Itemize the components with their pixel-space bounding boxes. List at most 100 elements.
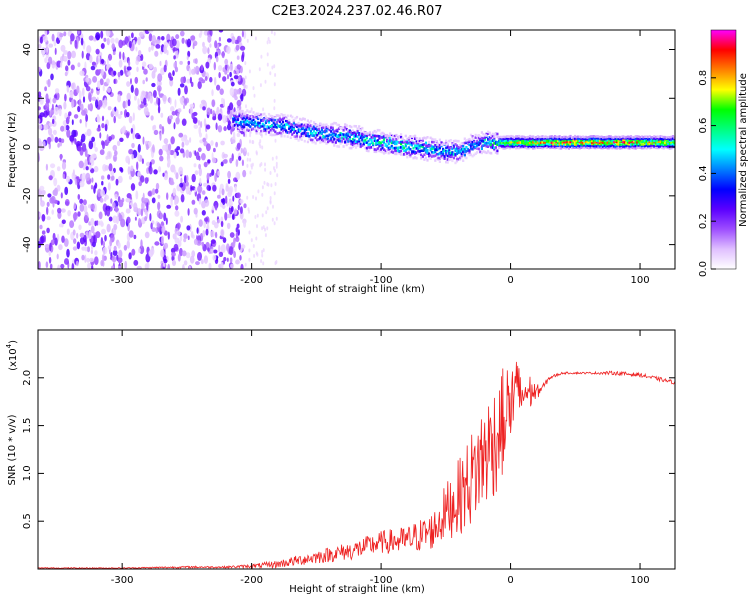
ridge-cell: [431, 140, 434, 144]
noise-speckle: [87, 262, 91, 269]
noise-speckle: [236, 223, 240, 229]
ridge-cell: [563, 146, 566, 149]
ridge-cell: [368, 138, 372, 141]
ridge-cell: [505, 146, 508, 149]
ridge-cell: [533, 146, 536, 150]
noise-speckle: [236, 132, 241, 138]
noise-speckle: [254, 36, 257, 41]
ridge-cell: [597, 139, 600, 143]
ridge-cell: [431, 145, 434, 148]
ridge-cell: [331, 135, 334, 139]
noise-speckle: [232, 239, 236, 248]
ridge-cell: [513, 143, 516, 146]
ridge-cell: [392, 146, 395, 150]
noise-speckle: [157, 73, 163, 82]
ridge-cell: [368, 146, 372, 149]
ridge-cell: [595, 136, 598, 140]
noise-speckle: [99, 78, 104, 86]
ridge-cell: [580, 142, 583, 146]
noise-speckle: [38, 140, 43, 148]
noise-speckle: [236, 88, 242, 95]
ridge-cell: [393, 134, 396, 138]
ridge-cell: [254, 113, 257, 117]
ridge-cell: [468, 149, 471, 152]
ridge-cell: [536, 137, 539, 141]
ridge-cell: [418, 139, 421, 143]
ridge-cell: [233, 123, 236, 127]
ridge-cell: [637, 137, 640, 140]
ridge-cell: [647, 144, 650, 148]
noise-speckle: [219, 88, 224, 95]
ridge-cell: [247, 110, 250, 114]
ridge-cell: [353, 144, 356, 148]
noise-speckle: [219, 187, 221, 196]
noise-speckle: [102, 246, 108, 255]
noise-speckle: [241, 159, 244, 167]
ridge-cell: [339, 126, 342, 130]
ridge-cell: [423, 143, 426, 146]
ridge-cell: [578, 135, 581, 139]
spectrogram-x-tick-label: -200: [240, 275, 263, 286]
ridge-cell: [504, 137, 507, 140]
ridge-cell: [404, 149, 407, 152]
ridge-cell: [671, 135, 675, 138]
noise-speckle: [111, 43, 116, 50]
noise-speckle: [117, 114, 122, 119]
noise-speckle: [136, 66, 139, 73]
ridge-cell: [569, 137, 572, 141]
ridge-cell: [598, 146, 602, 149]
noise-speckle: [104, 123, 108, 132]
ridge-cell: [556, 139, 560, 143]
noise-speckle: [57, 207, 62, 214]
noise-speckle: [39, 212, 42, 218]
ridge-cell: [569, 142, 572, 146]
ridge-cell: [361, 126, 364, 130]
ridge-cell: [452, 146, 455, 149]
ridge-cell: [651, 141, 654, 144]
ridge-cell: [608, 146, 611, 150]
ridge-cell: [614, 146, 617, 150]
noise-speckle: [145, 161, 151, 167]
spectrogram-x-tick-label: -100: [370, 275, 393, 286]
snr-x-tick-label: -200: [240, 575, 263, 586]
ridge-cell: [614, 137, 617, 140]
ridge-cell: [581, 135, 584, 139]
noise-speckle: [180, 194, 185, 203]
ridge-cell: [271, 115, 274, 118]
ridge-cell: [524, 139, 527, 142]
ridge-cell: [476, 144, 479, 147]
noise-speckle: [131, 142, 135, 149]
ridge-cell: [532, 141, 535, 144]
noise-speckle: [244, 147, 247, 152]
ridge-cell: [595, 139, 598, 143]
noise-speckle: [215, 55, 219, 63]
ridge-cell: [364, 132, 367, 135]
ridge-cell: [583, 135, 586, 139]
noise-speckle: [77, 105, 81, 113]
ridge-cell: [373, 129, 376, 133]
ridge-cell: [483, 143, 487, 147]
noise-speckle: [233, 75, 239, 80]
ridge-cell: [246, 128, 249, 132]
ridge-cell: [308, 127, 311, 130]
noise-speckle: [266, 226, 269, 231]
ridge-cell: [612, 137, 616, 141]
ridge-cell: [277, 119, 280, 122]
ridge-cell: [322, 123, 325, 127]
ridge-cell: [578, 137, 581, 140]
ridge-cell: [378, 142, 381, 146]
ridge-cell: [438, 157, 441, 160]
ridge-cell: [488, 131, 491, 135]
ridge-cell: [263, 112, 266, 116]
ridge-cell: [513, 136, 516, 139]
noise-speckle: [93, 234, 96, 244]
ridge-cell: [233, 112, 236, 115]
ridge-cell: [255, 112, 258, 116]
ridge-cell: [401, 145, 404, 148]
ridge-cell: [281, 126, 285, 130]
ridge-cell: [451, 151, 454, 154]
noise-speckle: [172, 70, 175, 77]
ridge-cell: [356, 144, 359, 147]
noise-speckle: [265, 210, 268, 215]
ridge-cell: [264, 121, 267, 124]
